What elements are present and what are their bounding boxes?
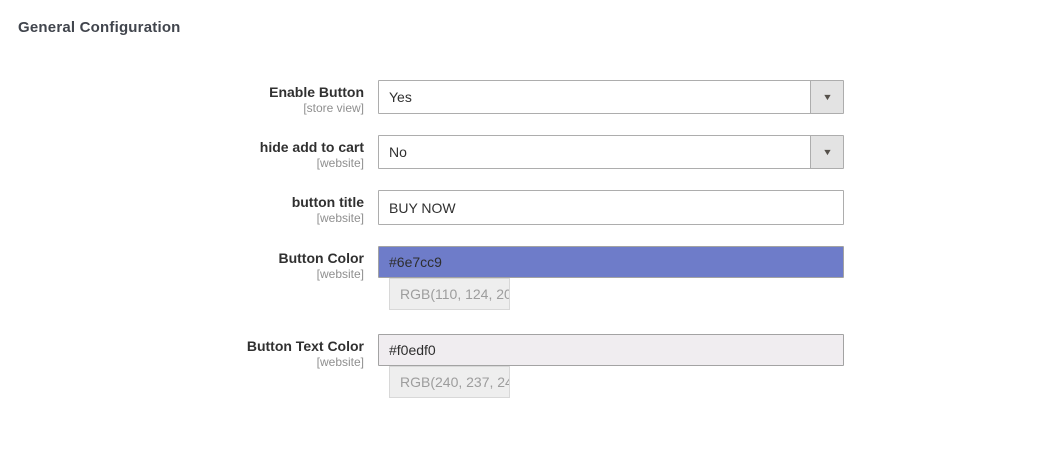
- enable-button-scope: [store view]: [303, 101, 364, 115]
- button-text-color-rgb-preview: RGB(240, 237, 240): [389, 366, 510, 398]
- button-title-scope: [website]: [316, 211, 364, 225]
- enable-button-label: Enable Button: [269, 84, 364, 100]
- button-text-color-scope: [website]: [316, 355, 364, 369]
- button-color-label: Button Color: [278, 250, 364, 266]
- hide-add-to-cart-label: hide add to cart: [259, 139, 364, 155]
- field-row-button-color: Button Color [website] RGB(110, 124, 201…: [0, 246, 1056, 310]
- hide-add-to-cart-select-value: No: [389, 144, 407, 160]
- hide-add-to-cart-dropdown-button[interactable]: ▼: [810, 136, 843, 168]
- button-text-color-input[interactable]: [378, 334, 844, 366]
- button-text-color-label: Button Text Color: [246, 338, 364, 354]
- page-title: General Configuration: [18, 19, 181, 36]
- hide-add-to-cart-scope: [website]: [316, 156, 364, 170]
- button-color-input[interactable]: [378, 246, 844, 278]
- field-row-hide-add-to-cart: hide add to cart [website] No ▼: [0, 135, 1056, 171]
- button-title-label: button title: [291, 194, 364, 210]
- caret-down-icon: ▼: [821, 146, 833, 157]
- enable-button-select[interactable]: Yes ▼: [378, 80, 844, 114]
- button-color-scope: [website]: [316, 267, 364, 281]
- button-color-rgb-preview: RGB(110, 124, 201): [389, 278, 510, 310]
- field-row-enable-button: Enable Button [store view] Yes ▼: [0, 80, 1056, 116]
- caret-down-icon: ▼: [821, 91, 833, 102]
- button-title-input[interactable]: [378, 190, 844, 225]
- enable-button-select-value: Yes: [389, 89, 412, 105]
- field-row-button-text-color: Button Text Color [website] RGB(240, 237…: [0, 334, 1056, 398]
- field-row-button-title: button title [website]: [0, 190, 1056, 226]
- hide-add-to-cart-select[interactable]: No ▼: [378, 135, 844, 169]
- enable-button-dropdown-button[interactable]: ▼: [810, 81, 843, 113]
